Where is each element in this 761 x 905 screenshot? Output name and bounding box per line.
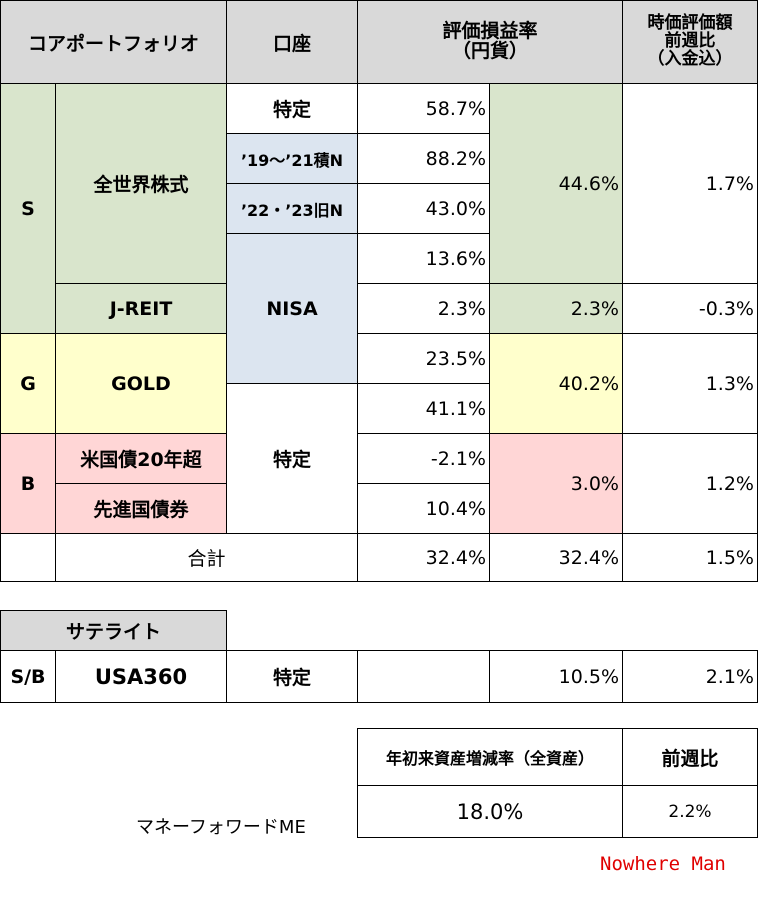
value-cell: 10.4% — [357, 483, 490, 534]
empty-cell — [357, 650, 490, 703]
empty-cell — [0, 533, 56, 582]
header-cell: 前週比 — [622, 728, 758, 786]
value-cell: 1.3% — [622, 333, 758, 434]
header-line: 前週比 — [664, 31, 716, 52]
signature: Nowhere Man — [600, 853, 726, 875]
value-cell: 13.6% — [357, 233, 490, 284]
value-cell: 43.0% — [357, 183, 490, 234]
header-line: （円貨） — [451, 40, 528, 62]
header-cell: 評価損益率 （円貨） — [357, 0, 623, 84]
value-cell: 1.5% — [622, 533, 758, 582]
value-cell: -2.1% — [357, 433, 490, 484]
account-cell: 特定 — [226, 383, 358, 534]
value-cell: 88.2% — [357, 133, 490, 184]
total-label: 合計 — [55, 533, 358, 582]
value-cell: 32.4% — [357, 533, 490, 582]
group-cell: G — [0, 333, 56, 434]
header-cell: サテライト — [0, 610, 227, 651]
source-label: マネーフォワードME — [136, 817, 306, 838]
value-cell: 18.0% — [357, 785, 623, 838]
header-cell: 年初来資産増減率（全資産） — [357, 728, 623, 786]
account-cell: 特定 — [226, 83, 358, 134]
value-cell: 10.5% — [489, 650, 623, 703]
value-cell: 1.2% — [622, 433, 758, 534]
value-cell: 44.6% — [489, 83, 623, 284]
asset-cell: GOLD — [55, 333, 227, 434]
header-line: 時価評価額 — [647, 13, 733, 34]
header-line: 評価損益率 — [442, 20, 538, 43]
header-cell: 時価評価額 前週比 （入金込） — [622, 0, 758, 84]
value-cell: 2.2% — [622, 785, 758, 838]
value-cell: 2.3% — [357, 283, 490, 334]
asset-cell: 米国債20年超 — [55, 433, 227, 484]
group-cell: B — [0, 433, 56, 534]
account-cell: ’22・’23旧N — [226, 183, 358, 234]
group-cell: S — [0, 83, 56, 334]
group-cell: S/B — [0, 650, 56, 703]
value-cell: 58.7% — [357, 83, 490, 134]
account-cell: NISA — [226, 233, 358, 384]
asset-cell: 先進国債券 — [55, 483, 227, 534]
value-cell: 1.7% — [622, 83, 758, 284]
value-cell: 41.1% — [357, 383, 490, 434]
value-cell: 40.2% — [489, 333, 623, 434]
value-cell: 3.0% — [489, 433, 623, 534]
header-line: （入金込） — [647, 48, 733, 69]
value-cell: -0.3% — [622, 283, 758, 334]
account-cell: 特定 — [226, 650, 358, 703]
value-cell: 2.1% — [622, 650, 758, 703]
asset-cell: J-REIT — [55, 283, 227, 334]
value-cell: 23.5% — [357, 333, 490, 384]
asset-cell: USA360 — [55, 650, 227, 703]
asset-cell: 全世界株式 — [55, 83, 227, 284]
header-cell: 口座 — [226, 0, 358, 84]
value-cell: 32.4% — [489, 533, 623, 582]
header-cell: コアポートフォリオ — [0, 0, 227, 84]
account-cell: ’19〜’21積N — [226, 133, 358, 184]
value-cell: 2.3% — [489, 283, 623, 334]
